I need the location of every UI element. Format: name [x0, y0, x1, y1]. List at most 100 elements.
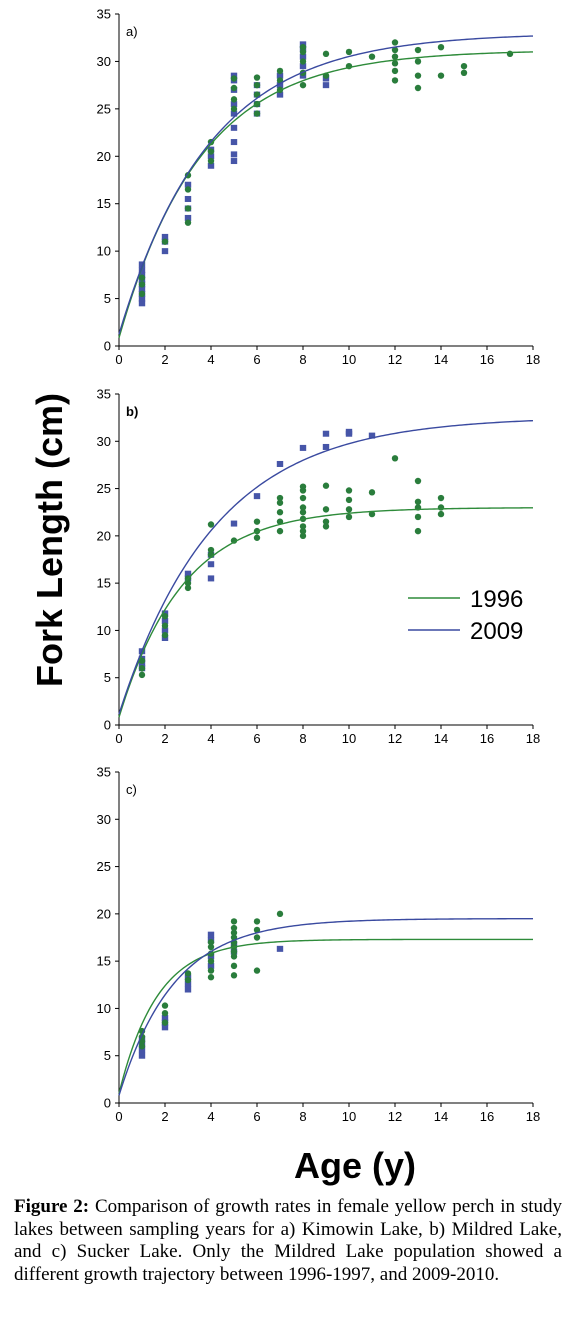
point-1996	[322, 523, 330, 530]
point-2009	[230, 110, 238, 117]
point-1996	[230, 105, 238, 113]
point-2009	[276, 91, 284, 98]
point-2009	[138, 286, 146, 293]
point-1996	[276, 494, 284, 502]
point-2009	[276, 72, 284, 79]
point-2009	[161, 1024, 169, 1031]
x-tick-label: 6	[253, 1109, 260, 1124]
point-1996	[414, 46, 422, 54]
point-1996	[161, 1019, 169, 1026]
x-tick-label: 18	[526, 731, 540, 746]
figure-caption: Figure 2: Comparison of growth rates in …	[14, 1196, 562, 1286]
y-tick-label: 0	[104, 718, 111, 733]
point-1996	[184, 219, 192, 226]
point-1996	[414, 84, 422, 92]
x-tick-label: 2	[161, 1109, 168, 1124]
caption-lead: Figure 2:	[14, 1196, 90, 1217]
point-1996	[276, 910, 284, 918]
point-2009	[138, 295, 146, 302]
growth-curve-2009	[118, 419, 534, 715]
point-1996	[437, 44, 445, 51]
legend-label-2009: 2009	[470, 618, 523, 645]
point-1996	[368, 489, 376, 496]
point-1996	[161, 622, 169, 629]
point-2009	[138, 300, 146, 307]
point-2009	[207, 162, 215, 169]
point-1996	[299, 509, 307, 516]
point-1996	[230, 537, 238, 544]
point-1996	[207, 157, 215, 165]
y-tick-label: 5	[104, 1048, 111, 1063]
point-1996	[506, 50, 514, 58]
point-1996	[391, 46, 399, 54]
point-2009	[299, 444, 307, 451]
y-tick-label: 15	[97, 576, 111, 591]
point-1996	[253, 926, 261, 934]
point-1996	[230, 918, 238, 925]
point-1996	[138, 281, 146, 288]
x-tick-label: 14	[434, 352, 448, 367]
point-1996	[207, 974, 215, 981]
point-1996	[299, 81, 307, 89]
point-1996	[437, 510, 445, 518]
x-tick-label: 10	[342, 1109, 356, 1124]
y-tick-label: 10	[97, 1001, 111, 1016]
point-2009	[161, 617, 169, 624]
point-1996	[207, 943, 215, 951]
point-2009	[184, 181, 192, 188]
x-tick-label: 2	[161, 352, 168, 367]
point-2009	[322, 82, 330, 89]
y-tick-label: 5	[104, 291, 111, 306]
point-1996	[138, 1038, 146, 1045]
point-2009	[184, 570, 192, 577]
x-tick-label: 4	[207, 731, 214, 746]
point-2009	[276, 460, 284, 467]
point-2009	[230, 124, 238, 131]
panel-label: c)	[126, 782, 137, 797]
caption-text: Comparison of growth rates in female yel…	[14, 1196, 562, 1285]
point-1996	[184, 976, 192, 984]
point-1996	[345, 513, 353, 521]
y-tick-label: 25	[97, 481, 111, 496]
point-2009	[138, 1047, 146, 1054]
chart-panel-1: 0 2 4 6 8 10 12 14 16 18 0 5 10 15 20 25 30 35 a)	[97, 7, 541, 368]
point-1996	[414, 513, 422, 521]
x-tick-label: 14	[434, 1109, 448, 1124]
point-1996	[138, 1043, 146, 1050]
point-2009	[253, 493, 261, 500]
point-1996	[138, 665, 146, 672]
point-1996	[299, 532, 307, 540]
point-1996	[299, 48, 307, 56]
point-2009	[230, 139, 238, 146]
point-1996	[391, 455, 399, 462]
x-tick-label: 8	[299, 731, 306, 746]
point-1996	[230, 96, 238, 103]
y-tick-label: 15	[97, 196, 111, 211]
point-1996	[345, 506, 353, 513]
point-1996	[184, 186, 192, 193]
point-2009	[184, 214, 192, 221]
point-1996	[184, 584, 192, 592]
point-2009	[161, 248, 169, 255]
point-1996	[299, 483, 307, 490]
point-1996	[368, 53, 376, 60]
y-tick-label: 30	[97, 54, 111, 69]
point-1996	[161, 631, 169, 639]
growth-curve-2009	[118, 35, 534, 335]
point-1996	[138, 274, 146, 281]
point-1996	[414, 477, 422, 485]
growth-curve-2009	[118, 917, 533, 1096]
y-tick-label: 35	[97, 387, 111, 402]
legend-label-1996: 1996	[470, 586, 523, 613]
y-tick-label: 25	[97, 859, 111, 874]
point-1996	[184, 970, 192, 977]
growth-curve-1996	[118, 507, 534, 718]
point-1996	[299, 504, 307, 511]
point-1996	[230, 84, 238, 92]
point-2009	[276, 82, 284, 89]
x-tick-label: 12	[388, 1109, 402, 1124]
point-1996	[299, 527, 307, 535]
point-2009	[207, 962, 215, 969]
point-2009	[322, 443, 330, 450]
